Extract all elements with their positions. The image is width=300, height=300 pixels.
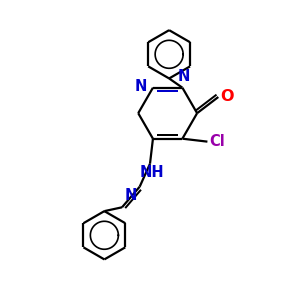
Text: O: O [221,89,234,104]
Text: NH: NH [139,165,164,180]
Text: N: N [178,69,190,84]
Text: Cl: Cl [209,134,225,149]
Text: N: N [125,188,137,203]
Text: N: N [135,79,147,94]
